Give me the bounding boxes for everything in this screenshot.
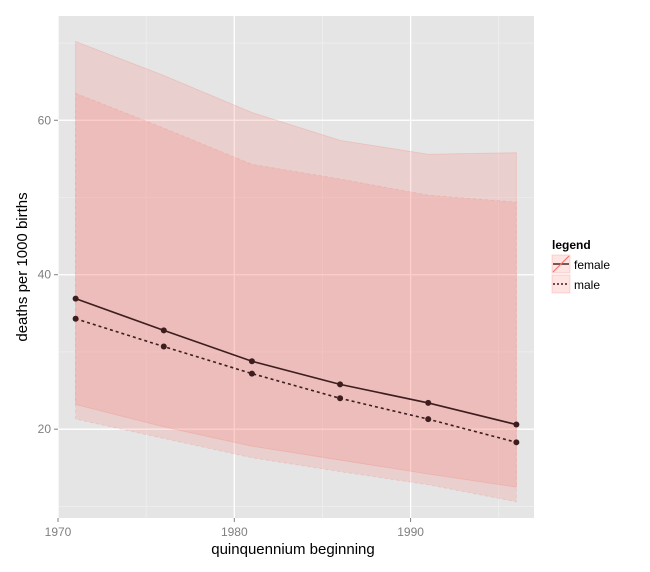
legend-slash-female bbox=[552, 255, 570, 273]
y-tick-label: 60 bbox=[38, 113, 52, 127]
y-tick-label: 20 bbox=[38, 422, 52, 436]
point-female bbox=[337, 381, 344, 388]
legend-label-female: female bbox=[574, 258, 610, 272]
point-female bbox=[160, 327, 167, 334]
series-lines bbox=[75, 297, 517, 444]
point-female bbox=[513, 421, 520, 428]
legend-title: legend bbox=[552, 238, 591, 252]
x-tick-label: 1980 bbox=[221, 525, 248, 539]
point-male bbox=[337, 395, 344, 402]
point-female bbox=[72, 295, 79, 302]
y-tick-label: 40 bbox=[38, 268, 52, 282]
point-male bbox=[72, 315, 79, 322]
point-female bbox=[425, 399, 432, 406]
confidence-ribbons bbox=[75, 40, 517, 503]
point-male bbox=[425, 416, 432, 423]
point-female bbox=[248, 358, 255, 365]
line-male bbox=[75, 317, 517, 444]
y-axis-ticks: 20 40 60 bbox=[38, 113, 58, 436]
x-axis-ticks: 1970 1980 1990 bbox=[45, 518, 424, 539]
point-male bbox=[513, 439, 520, 446]
line-female bbox=[75, 297, 517, 426]
ribbon-female bbox=[75, 40, 517, 488]
series-points bbox=[72, 295, 520, 446]
point-male bbox=[248, 370, 255, 377]
grid-lines bbox=[57, 16, 534, 518]
legend-label-male: male bbox=[574, 278, 600, 292]
legend: legend female male bbox=[551, 238, 610, 294]
ribbon-male bbox=[75, 92, 517, 503]
x-axis-title: quinquennium beginning bbox=[211, 541, 374, 558]
plot-panel bbox=[58, 16, 534, 518]
x-tick-label: 1970 bbox=[45, 525, 72, 539]
y-axis-title: deaths per 1000 births bbox=[14, 192, 31, 341]
x-tick-label: 1990 bbox=[397, 525, 424, 539]
point-male bbox=[160, 343, 167, 350]
